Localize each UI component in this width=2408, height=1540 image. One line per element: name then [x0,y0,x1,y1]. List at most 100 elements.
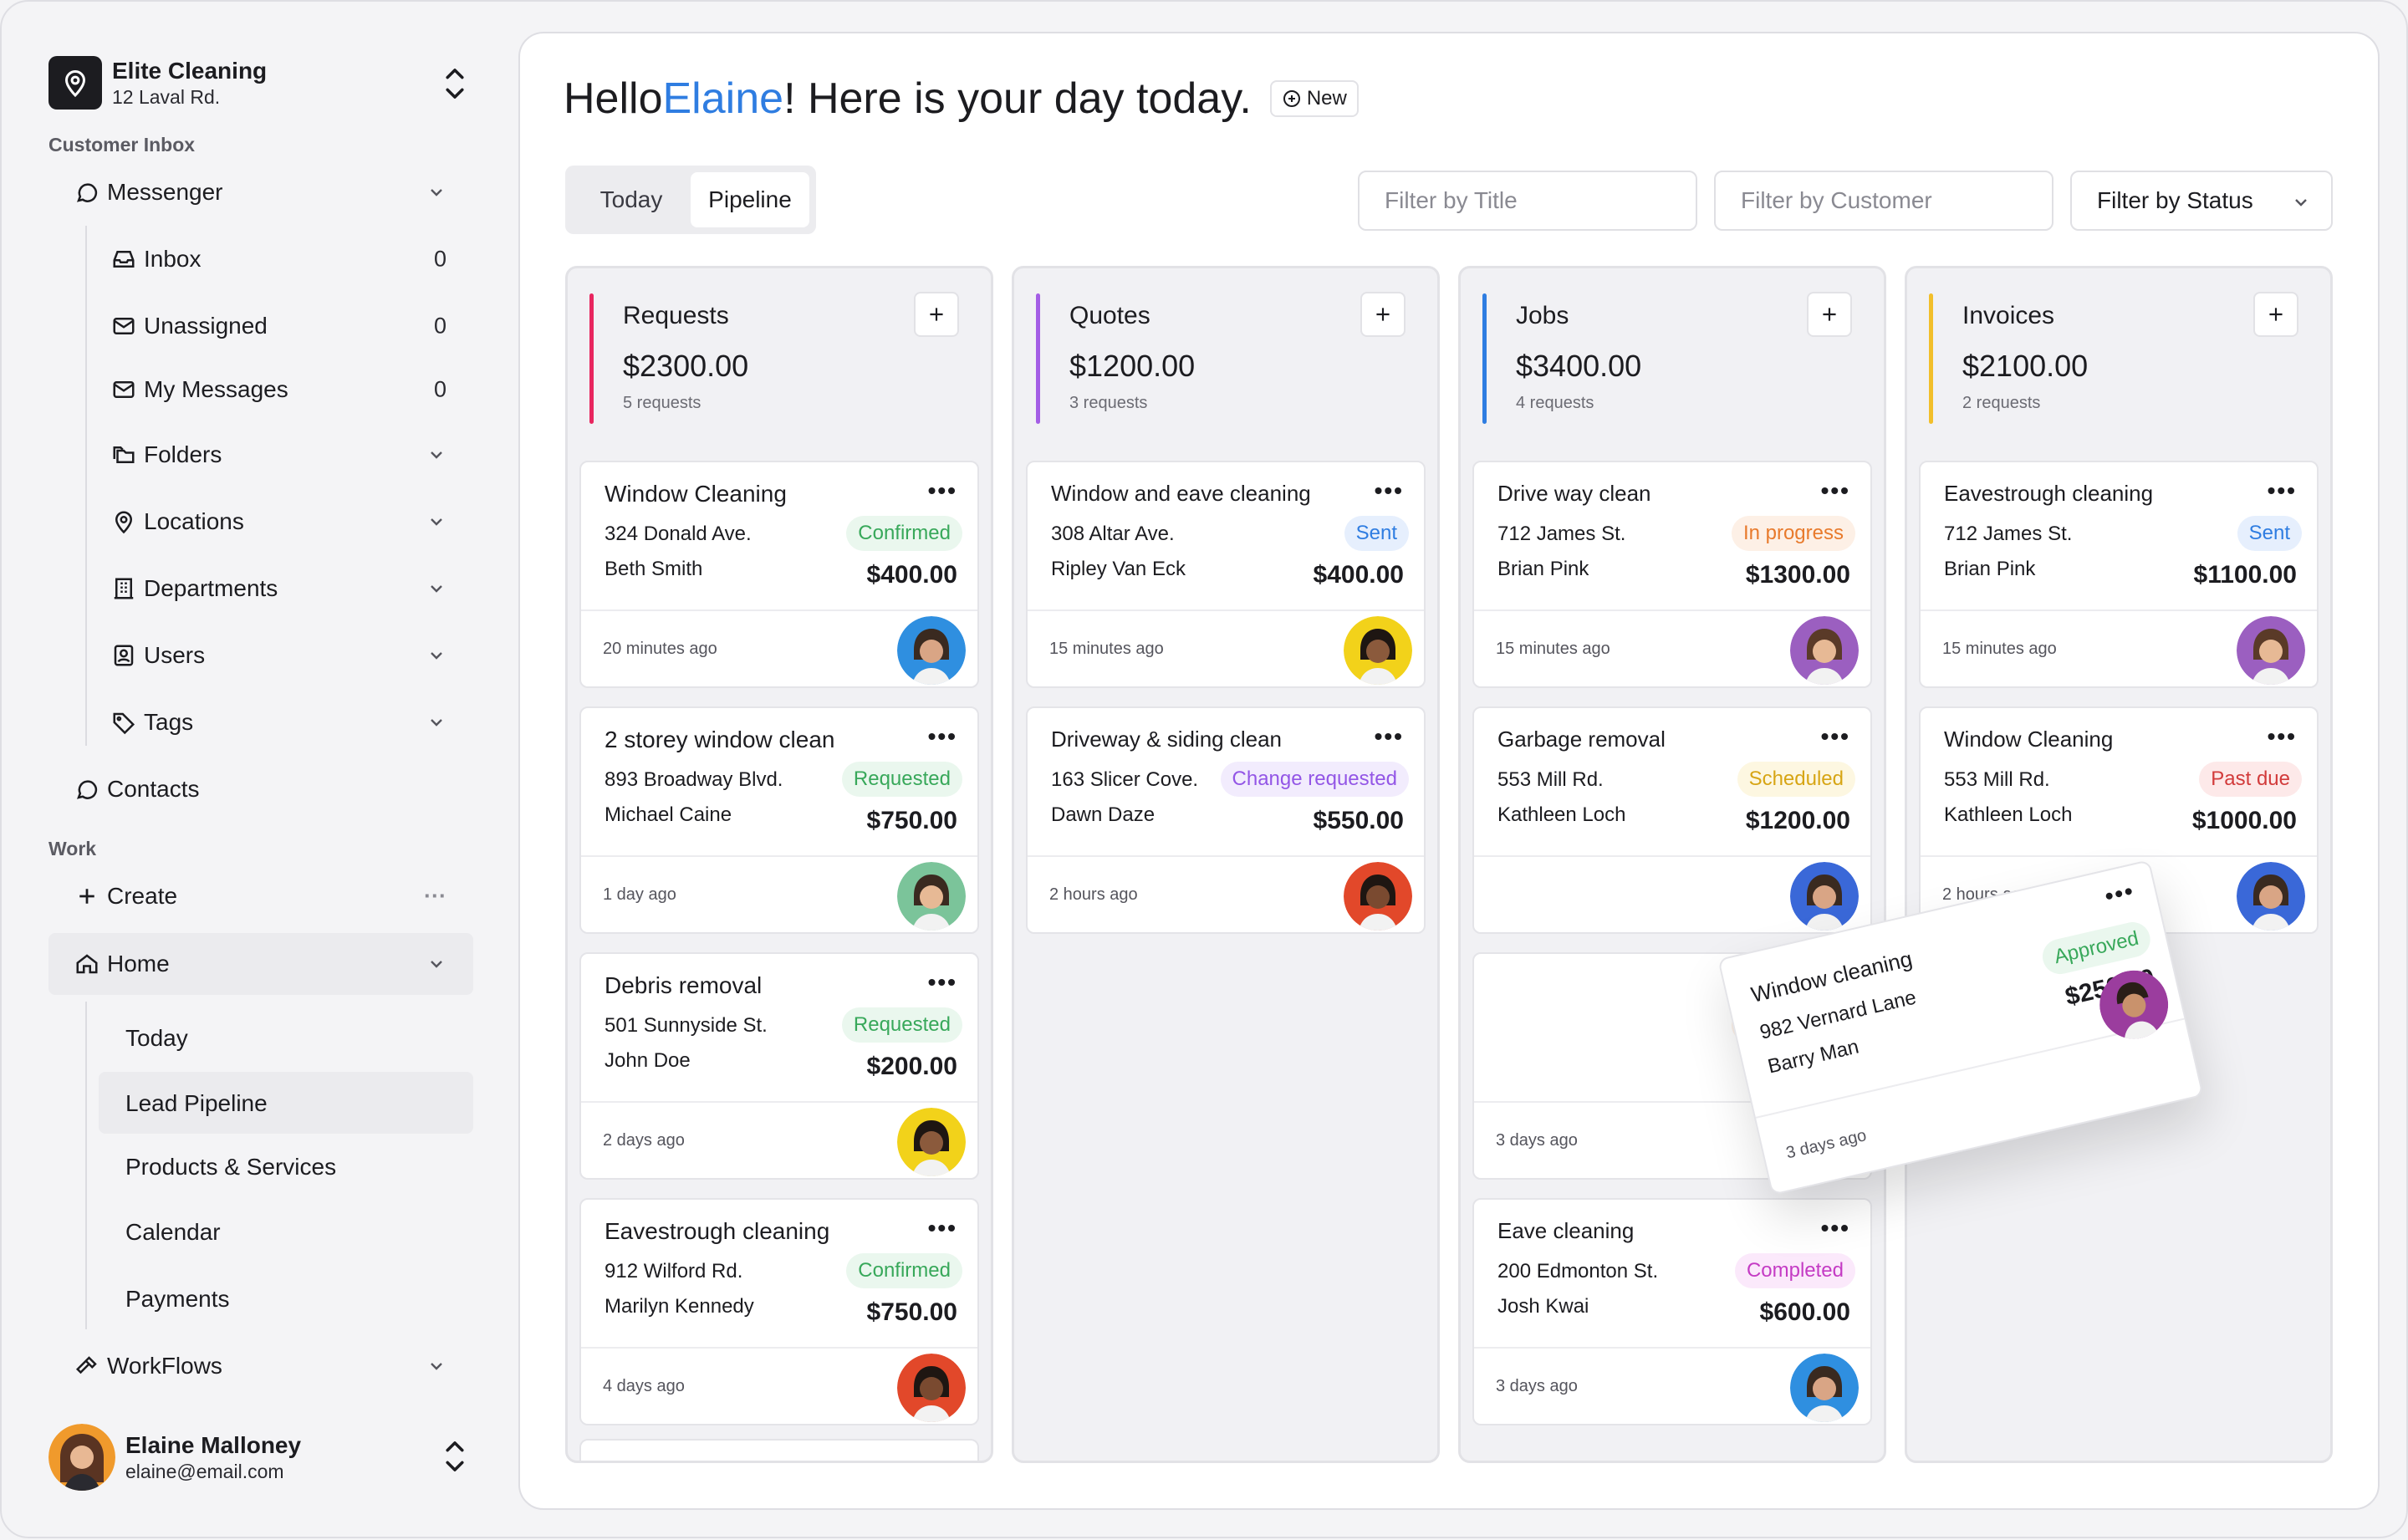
more-dots-icon[interactable]: ••• [927,969,957,995]
more-dots-icon[interactable]: ••• [927,723,957,749]
inbox-count: 0 [433,246,446,272]
nav-locations[interactable]: Locations [110,505,446,538]
chevron-down-icon[interactable] [426,1356,446,1376]
card-person: Kathleen Loch [1944,803,2073,826]
chevron-updown-icon[interactable] [440,65,470,102]
more-dots-icon[interactable]: ••• [1820,1215,1850,1241]
chevron-down-icon[interactable] [426,512,446,532]
more-dots-icon[interactable]: ··· [424,883,446,909]
nav-departments[interactable]: Departments [110,572,446,605]
new-button[interactable]: New [1269,80,1359,117]
location-pin-icon [48,56,102,110]
user-profile[interactable]: Elaine Malloney elaine@email.com [48,1423,475,1492]
filter-title-input[interactable]: Filter by Title [1358,171,1697,231]
pipeline-card[interactable]: Window and eave cleaning ••• 308 Altar Ave… [1026,461,1426,688]
tab-today[interactable]: Today [599,186,663,212]
more-dots-icon[interactable]: ••• [1820,723,1850,749]
more-dots-icon[interactable]: ••• [1820,477,1850,503]
nav-label: WorkFlows [107,1353,222,1379]
nav-home[interactable]: Home [74,947,446,981]
more-dots-icon[interactable]: ••• [2267,477,2297,503]
section-label-customer-inbox: Customer Inbox [48,134,196,156]
chevron-down-icon[interactable] [426,954,446,974]
card-person: Dawn Daze [1051,803,1156,826]
filter-customer-input[interactable]: Filter by Customer [1714,171,2053,231]
nav-contacts[interactable]: Contacts [74,773,446,806]
add-card-button[interactable] [914,292,959,337]
pipeline-card[interactable]: Window Cleaning ••• 324 Donald Ave. Beth Sm… [579,461,979,688]
inbox-tray-icon [110,246,137,273]
card-divider [1921,609,2317,611]
pipeline-card[interactable]: 2 storey window clean ••• 893 Broadway Blv… [579,706,979,934]
card-amount: $400.00 [1313,561,1404,589]
card-address: 501 Sunnyside St. [605,1014,768,1037]
card-address: 308 Altar Ave. [1051,523,1175,545]
pipeline-card[interactable]: Driveway & siding clean ••• 163 Slicer Cov… [1026,706,1426,934]
avatar [1344,862,1412,931]
more-dots-icon[interactable]: ••• [1374,723,1404,749]
card-amount: $1000.00 [2191,807,2297,834]
tab-pipeline[interactable]: Pipeline [691,172,809,227]
nav-tags[interactable]: Tags [110,706,446,739]
card-person: Josh Kwai [1497,1295,1589,1318]
column-jobs: Jobs $3400.00 4 requests Drive way clean •••… [1458,266,1886,1463]
chevron-down-icon[interactable] [426,645,446,665]
column-requests: Requests $2300.00 5 requests Window Cleanin… [565,266,993,1463]
more-dots-icon[interactable]: ••• [2102,877,2137,910]
pipeline-card[interactable]: Eavestrough cleaning ••• 912 Wilford Rd. Ma… [579,1198,979,1425]
card-time: 2 days ago [603,1131,685,1150]
nav-users[interactable]: Users [110,639,446,672]
add-card-button[interactable] [1360,292,1406,337]
chevron-down-icon[interactable] [426,182,446,202]
user-name: Elaine Malloney [125,1432,302,1458]
column-count: 5 requests [623,394,701,412]
nav-lead-pipeline[interactable]: Lead Pipeline [125,1090,268,1116]
tree-line [85,1002,87,1329]
nav-home-highlight [48,933,473,995]
pipeline-card[interactable]: Debris removal ••• 501 Sunnyside St. John D… [579,952,979,1180]
more-dots-icon[interactable]: ••• [1374,477,1404,503]
pipeline-card[interactable]: Eave cleaning ••• 200 Edmonton St. Josh Kwa… [1472,1198,1872,1425]
card-divider [1474,1347,1870,1349]
more-dots-icon[interactable]: ••• [2267,723,2297,749]
filter-status-label: Filter by Status [2097,187,2253,213]
nav-my-messages[interactable]: My Messages 0 [110,373,446,406]
card-time: 20 minutes ago [603,640,717,658]
pipeline-card[interactable]: Drive way clean ••• 712 James St. Brian Pin… [1472,461,1872,688]
chat-bubble-icon [74,179,100,206]
pipeline-card[interactable]: Eavestrough cleaning ••• 712 James St. Bria… [1919,461,2319,688]
column-title: Jobs [1516,302,1569,329]
nav-label: Locations [144,508,244,534]
company-switcher[interactable]: Elite Cleaning 12 Laval Rd. [48,54,475,112]
nav-products-services[interactable]: Products & Services [125,1154,337,1180]
add-card-button[interactable] [1807,292,1852,337]
chevron-updown-icon[interactable] [440,1438,470,1475]
nav-label: Departments [144,575,278,601]
filter-status-select[interactable]: Filter by Status [2070,171,2333,231]
nav-messenger[interactable]: Messenger [74,176,446,209]
chevron-down-icon[interactable] [426,445,446,465]
card-time: 3 days ago [1496,1377,1578,1395]
more-dots-icon[interactable]: ••• [927,477,957,503]
nav-create[interactable]: Create ··· [74,880,446,913]
nav-today[interactable]: Today [125,1025,188,1051]
card-person: Michael Caine [605,803,732,826]
nav-payments[interactable]: Payments [125,1286,230,1312]
nav-unassigned[interactable]: Unassigned 0 [110,309,446,343]
pipeline-card[interactable]: Garbage removal ••• 553 Mill Rd. Kathleen L… [1472,706,1872,934]
avatar [1790,862,1859,931]
pipeline-card-peek[interactable] [579,1439,979,1461]
add-card-button[interactable] [2253,292,2298,337]
nav-inbox[interactable]: Inbox 0 [110,242,446,276]
plus-circle-icon [1283,90,1300,107]
plus-icon [1376,308,1390,321]
avatar [1790,616,1859,685]
chevron-down-icon[interactable] [426,579,446,599]
nav-workflows[interactable]: WorkFlows [74,1349,446,1383]
nav-calendar[interactable]: Calendar [125,1219,221,1245]
dragging-card[interactable]: Window cleaning ••• 982 Vernard Lane Bar… [1717,859,2204,1196]
card-person: Brian Pink [1497,558,1589,580]
chevron-down-icon[interactable] [426,712,446,732]
more-dots-icon[interactable]: ••• [927,1215,957,1241]
nav-folders[interactable]: Folders [110,438,446,472]
